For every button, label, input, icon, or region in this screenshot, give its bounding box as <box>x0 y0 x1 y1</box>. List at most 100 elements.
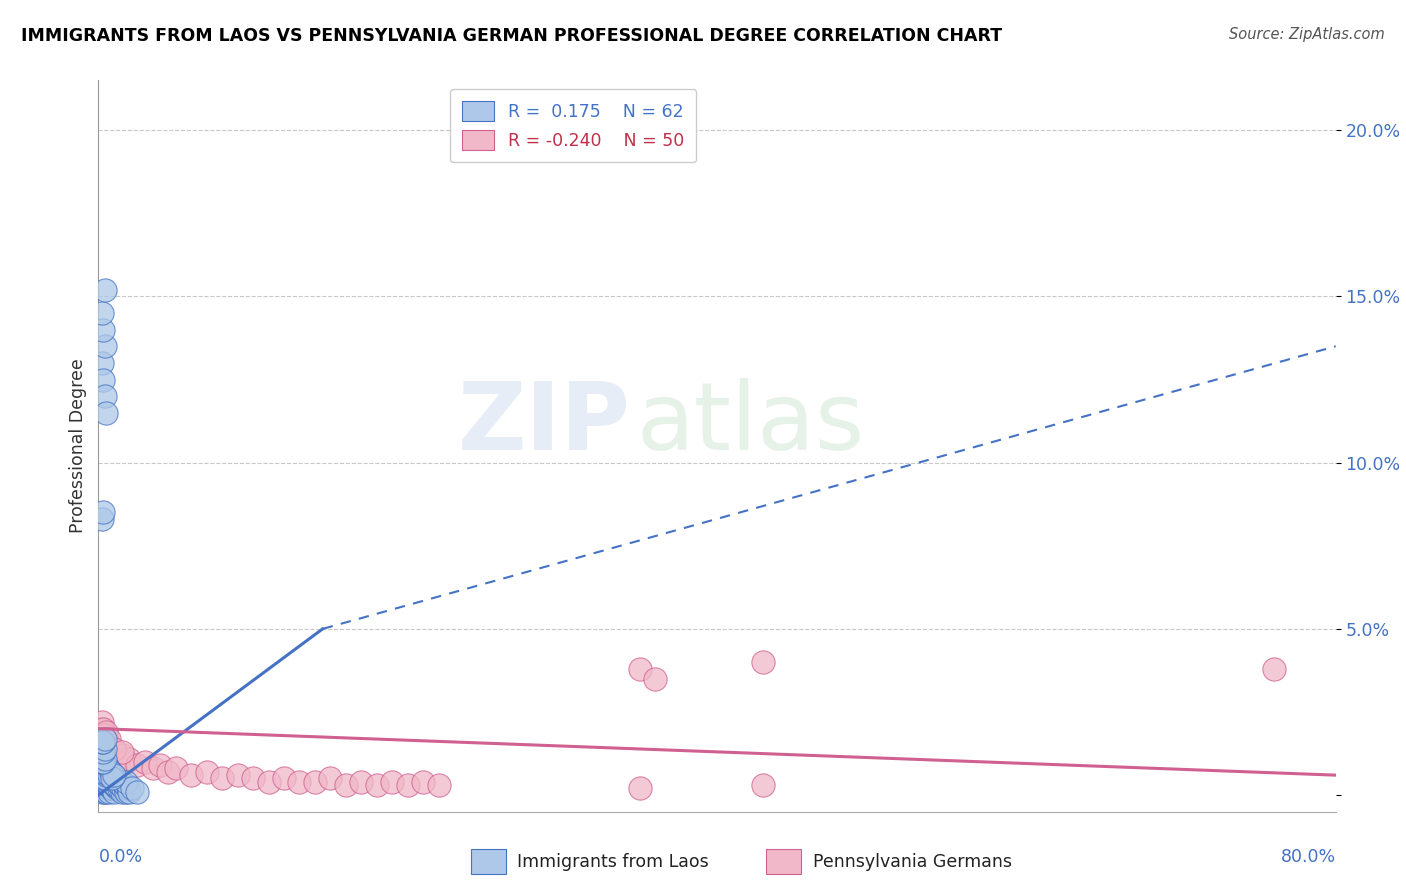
Point <box>752 655 775 669</box>
Point <box>165 762 187 776</box>
Point <box>1263 662 1285 676</box>
Point <box>127 758 149 772</box>
Point <box>111 745 132 759</box>
Point <box>91 735 114 749</box>
Point <box>93 389 115 403</box>
Point <box>104 778 127 792</box>
Point <box>752 778 775 792</box>
Point <box>90 735 112 749</box>
Point <box>180 768 202 782</box>
Y-axis label: Professional Degree: Professional Degree <box>69 359 87 533</box>
Point <box>335 778 357 792</box>
Point <box>91 745 114 759</box>
Point <box>93 731 115 746</box>
Point <box>118 785 141 799</box>
Point <box>111 748 132 763</box>
Point <box>100 781 122 796</box>
Point <box>101 781 124 796</box>
Point <box>115 755 138 769</box>
Point <box>103 778 125 792</box>
Text: atlas: atlas <box>637 378 865 470</box>
Point <box>90 785 112 799</box>
Point <box>91 772 114 786</box>
Point <box>96 774 118 789</box>
Point <box>91 722 114 736</box>
Point <box>412 774 434 789</box>
Point <box>103 785 125 799</box>
Point <box>105 781 128 796</box>
Point <box>90 722 112 736</box>
Point <box>91 781 114 796</box>
Point <box>93 735 115 749</box>
Point <box>628 662 651 676</box>
Point <box>93 728 115 742</box>
Point <box>98 768 121 782</box>
Point <box>100 764 122 779</box>
Point <box>101 772 124 786</box>
Point <box>96 725 118 739</box>
Point <box>107 781 129 796</box>
Point <box>98 785 121 799</box>
Point <box>242 772 264 786</box>
Point <box>91 728 114 742</box>
Point <box>273 772 295 786</box>
Point <box>97 778 120 792</box>
Text: 0.0%: 0.0% <box>98 848 142 866</box>
Point <box>90 306 112 320</box>
Point <box>90 512 112 526</box>
Point <box>100 741 122 756</box>
Point <box>115 785 138 799</box>
Point <box>628 781 651 796</box>
Point <box>381 774 404 789</box>
Point <box>93 751 115 765</box>
Point <box>93 762 115 776</box>
Point <box>98 778 121 792</box>
Point <box>93 741 115 756</box>
Point <box>257 774 280 789</box>
Point <box>105 774 128 789</box>
Point <box>149 758 172 772</box>
Point <box>93 785 115 799</box>
Point <box>93 772 115 786</box>
Text: Pennsylvania Germans: Pennsylvania Germans <box>813 853 1012 871</box>
Point <box>117 781 139 796</box>
Text: IMMIGRANTS FROM LAOS VS PENNSYLVANIA GERMAN PROFESSIONAL DEGREE CORRELATION CHAR: IMMIGRANTS FROM LAOS VS PENNSYLVANIA GER… <box>21 27 1002 45</box>
Point <box>114 778 136 792</box>
Point <box>427 778 450 792</box>
Point <box>96 778 118 792</box>
Point <box>195 764 218 779</box>
Point <box>288 774 311 789</box>
Point <box>91 755 114 769</box>
Point <box>98 731 121 746</box>
Point <box>96 785 118 799</box>
Point <box>91 372 114 386</box>
Point <box>396 778 419 792</box>
Point <box>90 356 112 370</box>
Point <box>103 768 125 782</box>
Point <box>100 774 122 789</box>
Point <box>366 778 388 792</box>
Text: Source: ZipAtlas.com: Source: ZipAtlas.com <box>1229 27 1385 42</box>
Point <box>90 714 112 729</box>
Point <box>118 751 141 765</box>
Point <box>103 745 125 759</box>
Point <box>91 778 114 792</box>
Point <box>91 323 114 337</box>
Point <box>97 764 120 779</box>
Point <box>97 781 120 796</box>
Point <box>111 774 132 789</box>
Point <box>141 762 165 776</box>
Point <box>644 672 666 686</box>
Point <box>93 283 115 297</box>
Point <box>96 731 118 746</box>
Point <box>97 735 120 749</box>
Point <box>103 741 125 756</box>
Point <box>108 778 131 792</box>
Point <box>101 748 124 763</box>
Point <box>96 768 118 782</box>
Point <box>91 764 114 779</box>
Point <box>105 751 128 765</box>
Point <box>96 758 118 772</box>
Point <box>157 764 180 779</box>
Point <box>111 785 132 799</box>
